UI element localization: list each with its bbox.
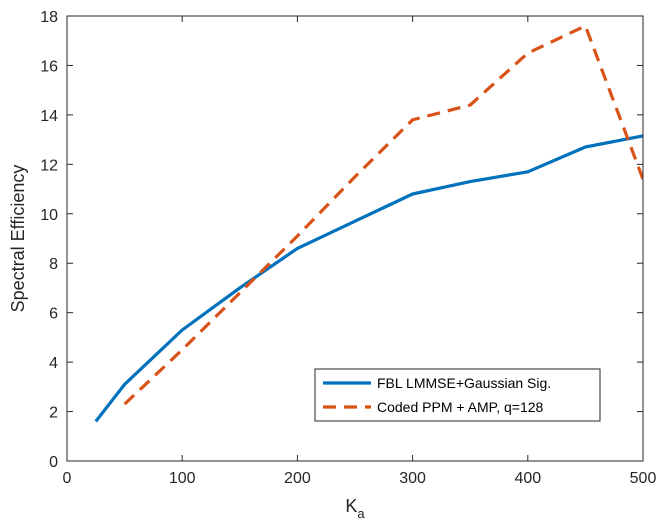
y-tick-label: 6 [49,306,58,323]
x-tick-label: 0 [63,470,72,487]
x-tick-label: 400 [514,470,541,487]
x-tick-label: 500 [630,470,657,487]
plot-area [94,24,643,423]
x-tick-label: 200 [284,470,311,487]
legend-label-1: FBL LMMSE+Gaussian Sig. [377,375,551,391]
x-tick-label: 300 [399,470,426,487]
x-tick-label: 100 [169,470,196,487]
y-tick-label: 10 [40,207,58,224]
y-tick-label: 16 [40,58,58,75]
y-tick-label: 2 [49,405,58,422]
legend-box [314,368,601,422]
axes-box [66,15,644,462]
series-line-2 [123,24,643,406]
y-axis-label: Spectral Efficiency [8,165,28,313]
y-tick-label: 18 [40,9,58,26]
legend: FBL LMMSE+Gaussian Sig. Coded PPM + AMP, … [314,368,601,422]
axes: 0 100 200 300 400 500 0 2 4 6 8 10 12 14 16 18 [40,9,656,487]
x-axis-label: Ka [345,496,365,521]
series-line-1 [94,134,643,423]
y-tick-label: 12 [40,157,58,174]
y-tick-label: 4 [49,355,58,372]
y-tick-label: 8 [49,256,58,273]
y-tick-label: 0 [49,454,58,471]
y-tick-label: 14 [40,108,58,125]
legend-label-2: Coded PPM + AMP, q=128 [377,399,544,415]
